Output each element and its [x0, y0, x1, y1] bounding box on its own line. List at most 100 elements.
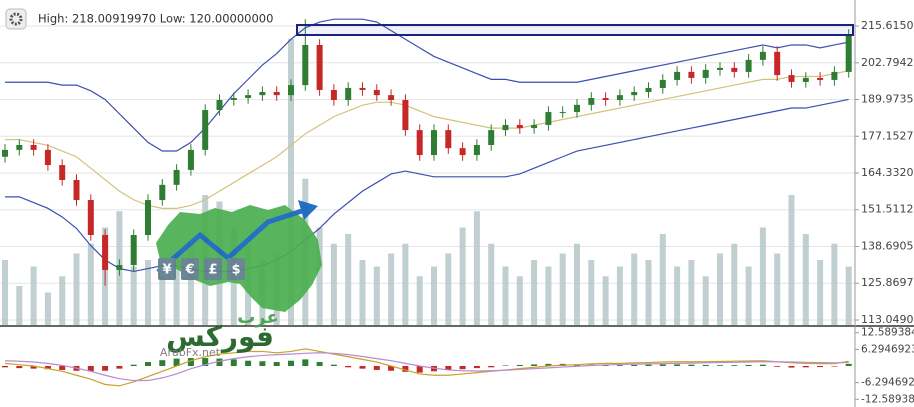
- settings-button[interactable]: [5, 8, 27, 30]
- candle-body: [759, 51, 766, 60]
- y-tick-label: 151.5112: [861, 203, 914, 216]
- volume-bar: [316, 227, 323, 325]
- histogram-bar: [230, 359, 237, 366]
- volume-bar: [845, 266, 852, 325]
- histogram-bar: [202, 358, 209, 366]
- histogram-bar: [545, 363, 552, 366]
- histogram-bar: [731, 365, 738, 366]
- candle-body: [102, 235, 109, 270]
- candle-body: [774, 51, 781, 76]
- currency-box: [158, 258, 176, 280]
- candle-body: [559, 112, 566, 114]
- volume-bar: [187, 243, 194, 325]
- candle-body: [16, 145, 23, 150]
- candle-body: [202, 110, 209, 150]
- currency-box: [181, 258, 199, 280]
- candle-body: [116, 265, 123, 270]
- arrow-line: [156, 207, 306, 274]
- histogram-bar: [345, 366, 352, 368]
- candle-body: [345, 87, 352, 101]
- histogram-bar: [659, 364, 666, 366]
- volume-bar: [545, 266, 552, 325]
- candle-body: [359, 87, 366, 90]
- y-tick-label: -6.29469231: [861, 377, 914, 389]
- candle-body: [288, 85, 294, 96]
- histogram-bar: [402, 366, 409, 372]
- histogram-bar: [30, 366, 37, 369]
- candle-body: [73, 179, 80, 201]
- volume-bar: [602, 276, 609, 325]
- volume-bar: [288, 39, 294, 325]
- histogram-bar: [802, 366, 809, 368]
- currency-symbol: £: [208, 263, 217, 278]
- histogram-bar: [817, 366, 824, 368]
- histogram-bar: [788, 366, 795, 368]
- volume-bar: [345, 234, 352, 325]
- candle-body: [659, 79, 666, 88]
- candle-body: [273, 91, 280, 96]
- volume-bar: [59, 276, 66, 325]
- histogram-bar: [531, 364, 538, 366]
- volume-bar: [788, 195, 795, 325]
- histogram-bar: [288, 360, 294, 366]
- candle-body: [717, 67, 723, 70]
- volume-bar: [516, 276, 523, 325]
- candle-body: [159, 184, 166, 201]
- candle-body: [674, 71, 681, 80]
- volume-bar: [717, 253, 723, 325]
- histogram-bar: [473, 366, 480, 369]
- volume-bar: [473, 211, 480, 325]
- candle-body: [545, 112, 552, 125]
- y-tick-label: 164.3320: [861, 166, 914, 179]
- volume-bar: [731, 243, 738, 325]
- candle-body: [402, 100, 409, 131]
- histogram-bar: [44, 366, 51, 370]
- candle-body: [59, 165, 66, 180]
- candle-body: [516, 124, 523, 129]
- volume-bar: [574, 243, 580, 325]
- volume-bar: [44, 292, 51, 325]
- volume-bar: [659, 234, 666, 325]
- watermark-forex: فوركس: [166, 320, 274, 353]
- volume-bar: [416, 276, 423, 325]
- y-tick-label: 177.1527: [861, 129, 914, 142]
- y-tick-label: 113.0490: [861, 313, 914, 326]
- candle-body: [87, 200, 94, 236]
- volume-bar: [373, 266, 380, 325]
- candle-body: [373, 89, 380, 96]
- histogram-bar: [702, 364, 709, 366]
- candle-body: [574, 104, 580, 113]
- histogram-bar: [359, 366, 366, 369]
- candle-body: [631, 91, 638, 96]
- volume-bar: [330, 243, 337, 325]
- candle-body: [259, 91, 266, 96]
- histogram-bar: [674, 364, 681, 366]
- volume-bar: [502, 266, 509, 325]
- oscillator-line: [4, 352, 849, 382]
- volume-bar: [531, 260, 538, 325]
- candle-body: [817, 77, 824, 80]
- volume-bar: [831, 243, 838, 325]
- band-line: [5, 98, 849, 273]
- histogram-bar: [502, 365, 509, 366]
- histogram-bar: [159, 360, 166, 366]
- histogram-bar: [259, 361, 266, 366]
- candle-body: [531, 124, 538, 129]
- histogram-bar: [316, 362, 323, 366]
- candle-body: [173, 169, 180, 185]
- candle-body: [44, 149, 51, 166]
- histogram-bar: [216, 358, 223, 366]
- y-tick-label: 202.7942: [861, 56, 914, 69]
- oscillator-layer: [2, 348, 852, 387]
- histogram-bar: [845, 363, 852, 366]
- band-line: [5, 18, 849, 152]
- histogram-bar: [616, 365, 623, 366]
- candle-body: [330, 89, 337, 101]
- candles-layer: [2, 19, 852, 286]
- histogram-bar: [831, 366, 838, 367]
- histogram-bar: [59, 366, 66, 370]
- candle-body: [488, 130, 495, 146]
- settings-icon[interactable]: [9, 12, 23, 26]
- candle-body: [788, 75, 795, 82]
